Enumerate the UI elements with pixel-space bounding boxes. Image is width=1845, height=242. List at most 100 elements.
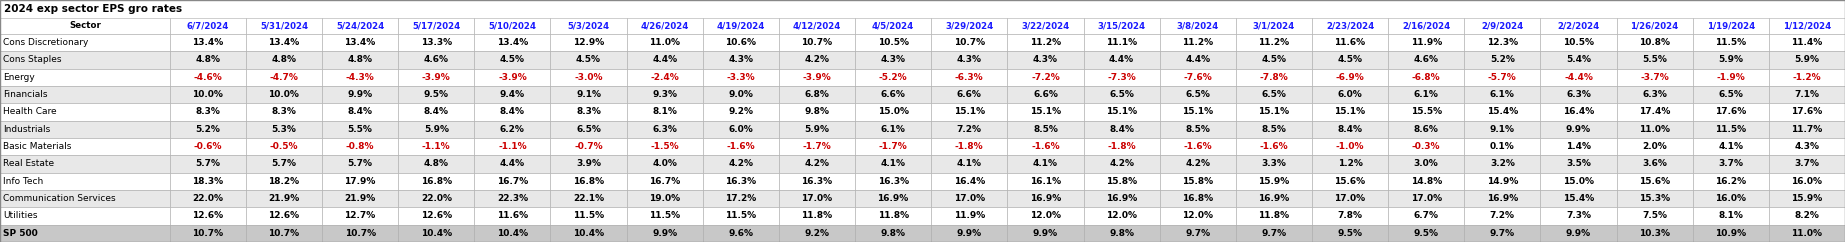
Text: -6.9%: -6.9%: [1336, 73, 1365, 82]
Text: 8.5%: 8.5%: [1033, 125, 1057, 134]
Text: 2/23/2024: 2/23/2024: [1327, 22, 1375, 30]
Bar: [1312, 69, 1387, 86]
Text: 8.3%: 8.3%: [576, 107, 601, 116]
Text: 8.6%: 8.6%: [1413, 125, 1439, 134]
Text: Communication Services: Communication Services: [4, 194, 116, 203]
Text: 16.8%: 16.8%: [574, 177, 603, 186]
Bar: [627, 155, 703, 173]
Bar: [1236, 69, 1312, 86]
Bar: [854, 86, 932, 103]
Text: 4.4%: 4.4%: [1109, 55, 1135, 65]
Text: 10.3%: 10.3%: [1638, 229, 1670, 238]
Bar: [1161, 69, 1236, 86]
Bar: [0, 0, 1845, 18]
Text: 16.7%: 16.7%: [496, 177, 528, 186]
Bar: [0, 86, 170, 103]
Bar: [779, 225, 854, 242]
Text: 5.7%: 5.7%: [196, 159, 220, 168]
Bar: [1465, 34, 1541, 51]
Bar: [1161, 121, 1236, 138]
Text: 2024 exp sector EPS gro rates: 2024 exp sector EPS gro rates: [4, 4, 183, 14]
Text: 10.4%: 10.4%: [421, 229, 452, 238]
Text: 8.3%: 8.3%: [196, 107, 220, 116]
Bar: [0, 138, 170, 155]
Text: 6.5%: 6.5%: [1262, 90, 1286, 99]
Bar: [323, 225, 399, 242]
Text: 4.5%: 4.5%: [576, 55, 601, 65]
Text: 5.7%: 5.7%: [271, 159, 297, 168]
Bar: [1007, 155, 1083, 173]
Text: -6.8%: -6.8%: [1411, 73, 1441, 82]
Bar: [932, 138, 1007, 155]
Bar: [1236, 121, 1312, 138]
Bar: [170, 155, 245, 173]
Text: 3.3%: 3.3%: [1262, 159, 1286, 168]
Bar: [550, 190, 627, 207]
Bar: [245, 34, 323, 51]
Bar: [932, 155, 1007, 173]
Text: 5.5%: 5.5%: [1642, 55, 1668, 65]
Text: 5.7%: 5.7%: [347, 159, 373, 168]
Text: Sector: Sector: [68, 22, 101, 30]
Bar: [1312, 225, 1387, 242]
Bar: [0, 207, 170, 225]
Text: 15.4%: 15.4%: [1563, 194, 1594, 203]
Text: 11.0%: 11.0%: [1791, 229, 1823, 238]
Text: -1.0%: -1.0%: [1336, 142, 1363, 151]
Text: 10.0%: 10.0%: [192, 90, 223, 99]
Bar: [627, 34, 703, 51]
Text: 7.2%: 7.2%: [958, 125, 982, 134]
Bar: [550, 34, 627, 51]
Bar: [779, 173, 854, 190]
Text: 11.5%: 11.5%: [1716, 38, 1747, 47]
Bar: [627, 51, 703, 69]
Text: 16.9%: 16.9%: [1258, 194, 1290, 203]
Text: 11.8%: 11.8%: [801, 212, 832, 220]
Bar: [170, 138, 245, 155]
Text: 13.3%: 13.3%: [421, 38, 452, 47]
Text: 4.3%: 4.3%: [1795, 142, 1819, 151]
Text: 15.9%: 15.9%: [1258, 177, 1290, 186]
Bar: [323, 18, 399, 34]
Bar: [627, 121, 703, 138]
Text: Industrials: Industrials: [4, 125, 50, 134]
Text: 3.7%: 3.7%: [1718, 159, 1744, 168]
Bar: [932, 121, 1007, 138]
Text: 16.0%: 16.0%: [1716, 194, 1745, 203]
Bar: [245, 138, 323, 155]
Text: 8.4%: 8.4%: [500, 107, 526, 116]
Text: 7.3%: 7.3%: [1566, 212, 1590, 220]
Text: 5/31/2024: 5/31/2024: [260, 22, 308, 30]
Text: 4.2%: 4.2%: [729, 159, 753, 168]
Bar: [170, 18, 245, 34]
Text: 6.3%: 6.3%: [1566, 90, 1590, 99]
Bar: [779, 138, 854, 155]
Text: 16.8%: 16.8%: [1183, 194, 1214, 203]
Bar: [1083, 86, 1161, 103]
Bar: [1387, 69, 1465, 86]
Bar: [1236, 138, 1312, 155]
Bar: [1083, 225, 1161, 242]
Bar: [323, 173, 399, 190]
Bar: [1769, 121, 1845, 138]
Bar: [1007, 207, 1083, 225]
Text: 7.8%: 7.8%: [1338, 212, 1363, 220]
Bar: [779, 51, 854, 69]
Bar: [1616, 155, 1692, 173]
Bar: [932, 69, 1007, 86]
Text: SP 500: SP 500: [4, 229, 37, 238]
Text: -1.6%: -1.6%: [1183, 142, 1212, 151]
Bar: [1387, 138, 1465, 155]
Text: 6.3%: 6.3%: [1642, 90, 1668, 99]
Bar: [0, 18, 170, 34]
Bar: [1465, 69, 1541, 86]
Text: 10.6%: 10.6%: [725, 38, 756, 47]
Text: Real Estate: Real Estate: [4, 159, 54, 168]
Bar: [474, 69, 550, 86]
Text: 11.2%: 11.2%: [1183, 38, 1214, 47]
Bar: [1465, 103, 1541, 121]
Text: -1.5%: -1.5%: [651, 142, 679, 151]
Text: 16.4%: 16.4%: [1563, 107, 1594, 116]
Bar: [1769, 34, 1845, 51]
Bar: [1541, 18, 1616, 34]
